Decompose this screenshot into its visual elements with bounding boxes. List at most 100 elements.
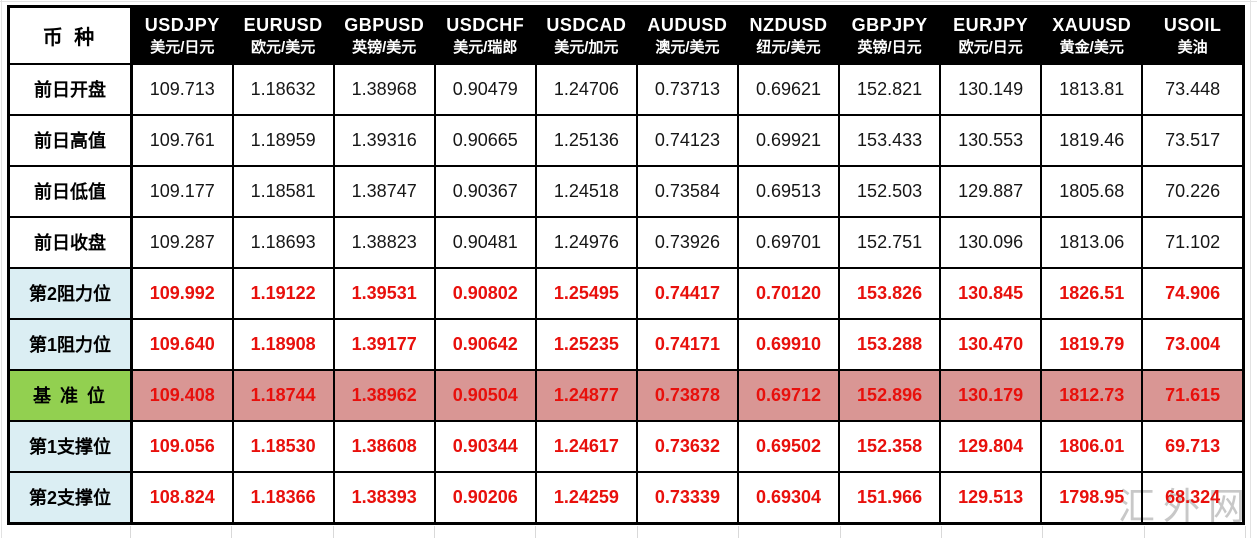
cell-audusd: 0.74417 (635, 266, 739, 320)
cell-audusd: 0.73632 (635, 419, 739, 473)
cell-eurjpy: 130.470 (939, 317, 1043, 371)
pair-code: AUDUSD (647, 15, 728, 36)
cell-usdjpy: 108.824 (130, 470, 234, 525)
cell-eurjpy: 130.553 (939, 113, 1043, 167)
cell-nzdusd: 0.69304 (736, 470, 841, 525)
cell-usdjpy: 109.287 (130, 215, 234, 269)
cell-audusd: 0.73926 (635, 215, 739, 269)
cell-usoil: 73.448 (1141, 62, 1245, 116)
gridline-stub (1245, 526, 1246, 538)
cell-xauusd: 1826.51 (1040, 266, 1144, 320)
gridline-right (1250, 0, 1251, 538)
gridline-stub (738, 526, 739, 538)
column-header-usdjpy: USDJPY 美元/日元 (130, 5, 234, 65)
cell-usdcad: 1.25136 (534, 113, 638, 167)
column-header-gbpjpy: GBPJPY 英镑/日元 (838, 5, 942, 65)
row-label: 基 准 位 (7, 368, 133, 422)
pair-code: USDJPY (144, 15, 220, 36)
cell-xauusd: 1798.95 (1040, 470, 1144, 525)
cell-gbpusd: 1.38393 (332, 470, 436, 525)
cell-eurusd: 1.19122 (231, 266, 335, 320)
gridline-stub (333, 526, 334, 538)
cell-eurjpy: 129.804 (939, 419, 1043, 473)
cell-xauusd: 1819.46 (1040, 113, 1144, 167)
cell-eurusd: 1.18581 (231, 164, 335, 218)
cell-usdchf: 0.90665 (433, 113, 537, 167)
pair-code: NZDUSD (749, 15, 828, 36)
cell-usoil: 71.615 (1141, 368, 1245, 422)
row-label: 第1支撑位 (7, 419, 133, 473)
cell-xauusd: 1813.81 (1040, 62, 1144, 116)
pair-chinese-name: 欧元/日元 (958, 38, 1023, 56)
cell-nzdusd: 0.69910 (736, 317, 841, 371)
cell-gbpusd: 1.38823 (332, 215, 436, 269)
row-label: 第2支撑位 (7, 470, 133, 525)
cell-gbpjpy: 153.826 (838, 266, 942, 320)
cell-gbpusd: 1.39531 (332, 266, 436, 320)
cell-usdchf: 0.90206 (433, 470, 537, 525)
gridline-stub (434, 526, 435, 538)
column-header-usdchf: USDCHF 美元/瑞郎 (433, 5, 537, 65)
table-row-support-7: 第1支撑位 109.056 1.18530 1.38608 0.90344 1.24617… (7, 419, 1245, 473)
cell-audusd: 0.73713 (635, 62, 739, 116)
column-header-eurjpy: EURJPY 欧元/日元 (939, 5, 1043, 65)
cell-usoil: 73.004 (1141, 317, 1245, 371)
pair-chinese-name: 美元/日元 (150, 38, 215, 56)
cell-usoil: 69.713 (1141, 419, 1245, 473)
gridline-top (0, 1, 1257, 2)
cell-gbpjpy: 153.433 (838, 113, 942, 167)
cell-usoil: 70.226 (1141, 164, 1245, 218)
cell-usdcad: 1.25495 (534, 266, 638, 320)
cell-usdchf: 0.90344 (433, 419, 537, 473)
gridline-stub (1144, 526, 1145, 538)
cell-xauusd: 1805.68 (1040, 164, 1144, 218)
cell-gbpjpy: 152.503 (838, 164, 942, 218)
cell-eurusd: 1.18744 (231, 368, 335, 422)
column-header-usoil: USOIL 美油 (1141, 5, 1245, 65)
row-label: 前日收盘 (7, 215, 133, 269)
pair-chinese-name: 英镑/美元 (352, 38, 417, 56)
table-row-prev-2: 前日低值 109.177 1.18581 1.38747 0.90367 1.24518 0… (7, 164, 1245, 218)
cell-usdcad: 1.24976 (534, 215, 638, 269)
pair-chinese-name: 美元/加元 (554, 38, 619, 56)
cell-eurusd: 1.18693 (231, 215, 335, 269)
cell-eurjpy: 130.096 (939, 215, 1043, 269)
cell-audusd: 0.73339 (635, 470, 739, 525)
cell-nzdusd: 0.69701 (736, 215, 841, 269)
cell-usdcad: 1.24259 (534, 470, 638, 525)
cell-usdcad: 1.24877 (534, 368, 638, 422)
row-label: 前日低值 (7, 164, 133, 218)
cell-eurusd: 1.18908 (231, 317, 335, 371)
cell-gbpjpy: 152.821 (838, 62, 942, 116)
cell-usdjpy: 109.177 (130, 164, 234, 218)
pair-chinese-name: 黄金/美元 (1059, 38, 1124, 56)
gridline-stub (840, 526, 841, 538)
row-label: 前日高值 (7, 113, 133, 167)
cell-nzdusd: 0.69921 (736, 113, 841, 167)
pair-code: USDCAD (546, 15, 627, 36)
row-label: 第1阻力位 (7, 317, 133, 371)
pair-chinese-name: 美油 (1177, 38, 1208, 56)
cell-gbpusd: 1.38962 (332, 368, 436, 422)
pair-code: EURUSD (243, 15, 323, 36)
cell-usdjpy: 109.761 (130, 113, 234, 167)
column-header-eurusd: EURUSD 欧元/美元 (231, 5, 335, 65)
cell-usdjpy: 109.992 (130, 266, 234, 320)
pair-code: GBPJPY (851, 15, 928, 36)
cell-xauusd: 1813.06 (1040, 215, 1144, 269)
pair-code: GBPUSD (344, 15, 425, 36)
column-header-usdcad: USDCAD 美元/加元 (534, 5, 638, 65)
cell-gbpjpy: 151.966 (838, 470, 942, 525)
cell-usdcad: 1.24617 (534, 419, 638, 473)
cell-usdjpy: 109.056 (130, 419, 234, 473)
cell-gbpjpy: 152.751 (838, 215, 942, 269)
pair-code: USOIL (1163, 15, 1222, 36)
cell-xauusd: 1812.73 (1040, 368, 1144, 422)
pair-chinese-name: 纽元/美元 (756, 38, 821, 56)
row-label: 第2阻力位 (7, 266, 133, 320)
pivot-levels-table: 币 种 USDJPY 美元/日元 EURUSD 欧元/美元 GBPUSD 英镑/美元 USD… (7, 5, 1245, 525)
cell-gbpjpy: 153.288 (838, 317, 942, 371)
pair-chinese-name: 美元/瑞郎 (453, 38, 518, 56)
cell-usoil: 74.906 (1141, 266, 1245, 320)
cell-xauusd: 1819.79 (1040, 317, 1144, 371)
